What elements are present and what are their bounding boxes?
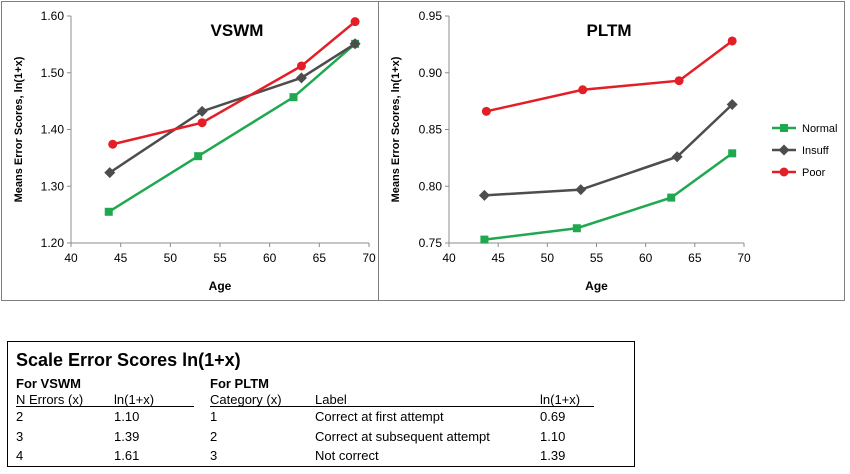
vswm-y-axis-label: Means Error Scores, ln(1+x) bbox=[13, 56, 25, 202]
vswm-x-axis-label: Age bbox=[209, 279, 232, 293]
vswm-y-tick-label: 1.60 bbox=[41, 9, 65, 23]
pltm-y-tick-label: 0.75 bbox=[419, 236, 443, 250]
pltm-panel-frame bbox=[378, 1, 845, 301]
pltm-insuff-point bbox=[671, 151, 683, 163]
table-cell: 1.10 bbox=[114, 409, 140, 424]
pltm-insuff-point bbox=[575, 184, 587, 196]
vswm-x-tick-label: 50 bbox=[164, 251, 178, 265]
table-cell: 3 bbox=[210, 448, 218, 463]
pltm-x-tick-label: 50 bbox=[541, 251, 555, 265]
pltm-x-tick-label: 55 bbox=[590, 251, 604, 265]
vswm-normal-point bbox=[194, 152, 203, 161]
pltm-poor-line bbox=[486, 39, 733, 113]
vswm-header-rule bbox=[16, 406, 194, 407]
vswm-x-tick-label: 55 bbox=[213, 251, 227, 265]
vswm-insuff-point bbox=[349, 38, 361, 50]
pltm-insuff-line bbox=[484, 103, 734, 197]
vswm-normal-point bbox=[104, 207, 113, 216]
pltm-x-tick-label: 65 bbox=[688, 251, 702, 265]
pltm-col-category-header: Category (x) bbox=[210, 392, 282, 407]
charts-figure: 1.20 1.30 1.40 1.50 1.60 40 45 50 55 60 65 70 VSWM Ag… bbox=[1, 1, 845, 301]
pltm-insuff-point bbox=[478, 189, 490, 201]
legend-normal-marker bbox=[780, 124, 788, 132]
pltm-chart-title: PLTM bbox=[586, 21, 631, 40]
table-cell: 2 bbox=[16, 409, 24, 424]
pltm-normal-point bbox=[480, 235, 489, 244]
table-title: Scale Error Scores ln(1+x) bbox=[16, 350, 241, 370]
pltm-y-tick-label: 0.95 bbox=[419, 9, 443, 23]
pltm-col-label-header: Label bbox=[315, 392, 347, 407]
legend-insuff-label: Insuff bbox=[802, 145, 830, 157]
pltm-insuff-point bbox=[726, 99, 738, 111]
vswm-x-tick-label: 60 bbox=[263, 251, 277, 265]
table-cell: 1 bbox=[210, 409, 218, 424]
pltm-x-tick-label: 60 bbox=[639, 251, 653, 265]
pltm-x-axis-label: Age bbox=[585, 279, 608, 293]
pltm-poor-point bbox=[674, 76, 684, 86]
pltm-poor-point bbox=[481, 106, 491, 116]
pltm-normal-line bbox=[484, 152, 733, 241]
legend-poor-label: Poor bbox=[802, 167, 826, 179]
table-cell: 1.39 bbox=[540, 448, 566, 463]
table-cell: 4 bbox=[16, 448, 24, 463]
vswm-x-tick-label: 40 bbox=[64, 251, 78, 265]
vswm-chart-title: VSWM bbox=[211, 21, 264, 40]
scale-error-scores-table: Scale Error Scores ln(1+x) For VSWM For … bbox=[7, 341, 635, 467]
table-cell: 1.61 bbox=[114, 448, 140, 463]
pltm-y-axis-label: Means Error Scores, ln(1+x) bbox=[390, 56, 402, 202]
pltm-poor-point bbox=[578, 85, 588, 95]
vswm-insuff-line bbox=[109, 42, 356, 174]
pltm-y-tick-label: 0.80 bbox=[419, 179, 443, 193]
vswm-x-tick-label: 65 bbox=[313, 251, 327, 265]
vswm-y-tick-label: 1.40 bbox=[41, 123, 65, 137]
vswm-normal-line bbox=[108, 42, 356, 213]
vswm-x-tick-label: 70 bbox=[362, 251, 376, 265]
vswm-y-tick-label: 1.20 bbox=[41, 236, 65, 250]
pltm-col-ln-header: ln(1+x) bbox=[540, 392, 581, 407]
table-cell: 1.10 bbox=[540, 429, 566, 444]
pltm-x-tick-label: 40 bbox=[442, 251, 456, 265]
pltm-x-tick-label: 70 bbox=[737, 251, 751, 265]
vswm-insuff-point bbox=[196, 105, 208, 117]
pltm-x-tick-label: 45 bbox=[491, 251, 505, 265]
vswm-x-tick-label: 45 bbox=[114, 251, 128, 265]
pltm-normal-point bbox=[728, 149, 737, 158]
vswm-poor-point bbox=[197, 118, 207, 128]
vswm-normal-point bbox=[289, 93, 298, 102]
vswm-y-tick-label: 1.30 bbox=[41, 179, 65, 193]
pltm-header-rule bbox=[210, 406, 594, 407]
table-cell: Not correct bbox=[315, 448, 379, 463]
pltm-normal-point bbox=[667, 193, 676, 202]
table-cell: 3 bbox=[16, 429, 24, 444]
vswm-insuff-point bbox=[104, 167, 116, 179]
vswm-poor-point bbox=[108, 139, 118, 149]
table-cell: 0.69 bbox=[540, 409, 566, 424]
legend-poor-marker bbox=[779, 167, 789, 177]
vswm-col-errors-header: N Errors (x) bbox=[16, 392, 84, 407]
vswm-poor-line bbox=[112, 20, 356, 146]
table-cell: 2 bbox=[210, 429, 218, 444]
vswm-col-ln-header: ln(1+x) bbox=[114, 392, 155, 407]
legend-insuff-marker bbox=[778, 144, 790, 156]
table-cell: 1.39 bbox=[114, 429, 140, 444]
pltm-heading: For PLTM bbox=[210, 376, 269, 391]
vswm-insuff-point bbox=[295, 72, 307, 84]
pltm-y-tick-label: 0.90 bbox=[419, 66, 443, 80]
vswm-heading: For VSWM bbox=[16, 376, 81, 391]
table-cell: Correct at first attempt bbox=[315, 409, 444, 424]
vswm-poor-point bbox=[350, 17, 360, 27]
vswm-y-tick-label: 1.50 bbox=[41, 66, 65, 80]
vswm-poor-point bbox=[296, 61, 306, 71]
pltm-y-tick-label: 0.85 bbox=[419, 123, 443, 137]
table-cell: Correct at subsequent attempt bbox=[315, 429, 490, 444]
pltm-poor-point bbox=[727, 36, 737, 46]
legend-normal-label: Normal bbox=[802, 123, 837, 135]
pltm-normal-point bbox=[572, 224, 581, 233]
